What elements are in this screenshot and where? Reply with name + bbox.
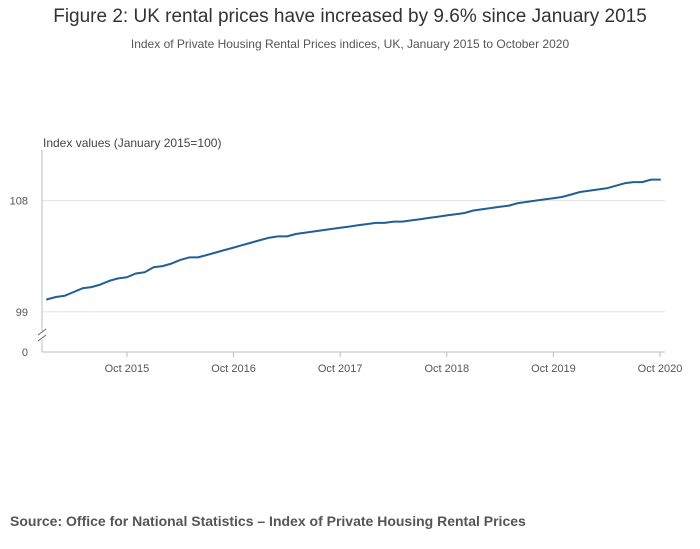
y-tick-label: 0 — [22, 347, 28, 359]
x-tick-label: Oct 2019 — [531, 363, 576, 375]
chart-title: Figure 2: UK rental prices have increase… — [53, 6, 647, 27]
x-tick-label: Oct 2016 — [211, 363, 256, 375]
x-tick-label: Oct 2018 — [424, 363, 469, 375]
series-line — [46, 178, 661, 301]
y-tick-label: 108 — [10, 196, 28, 208]
x-tick-label: Oct 2015 — [105, 363, 150, 375]
axis-break-mark — [37, 334, 47, 342]
chart-subtitle: Index of Private Housing Rental Prices i… — [130, 37, 570, 51]
x-tick-label: Oct 2017 — [318, 363, 363, 375]
y-tick-label: 99 — [16, 307, 28, 319]
series-layer — [46, 178, 661, 301]
axis-break-mark — [37, 328, 47, 336]
y-axis-title: Index values (January 2015=100) — [43, 136, 221, 150]
tick-labels: 0 99 108 Oct 2015 Oct 2016 Oct 2017 Oct 2018 Oc… — [10, 136, 683, 375]
gridlines — [42, 200, 665, 313]
axes — [37, 150, 665, 357]
x-tick-label: Oct 2020 — [638, 363, 683, 375]
source-note: Source: Office for National Statistics –… — [10, 513, 526, 529]
